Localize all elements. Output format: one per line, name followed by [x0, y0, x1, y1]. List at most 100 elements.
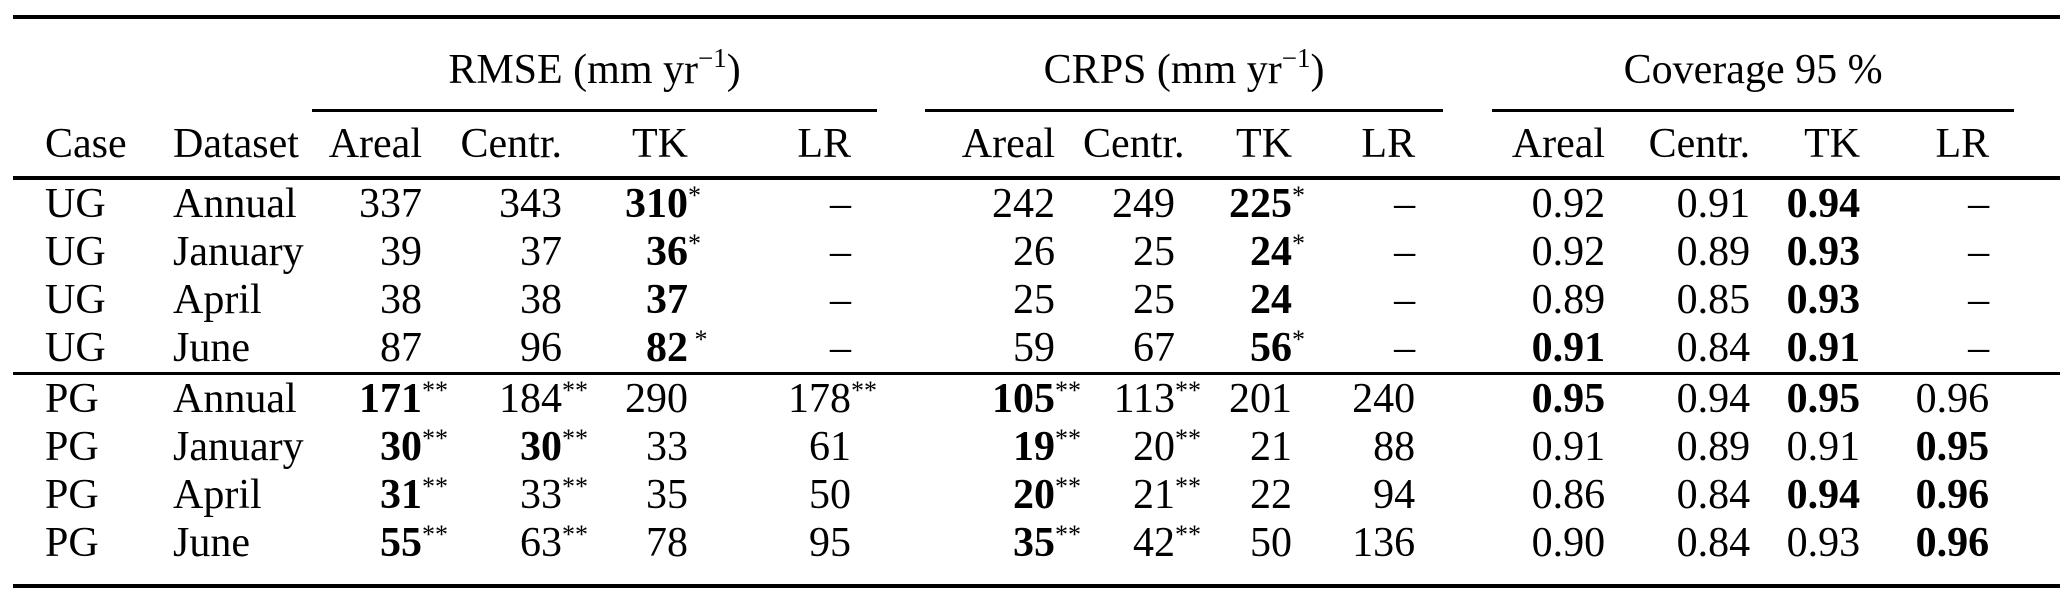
- cell-value: –: [1968, 229, 1990, 275]
- cell-value: 21: [1133, 472, 1176, 518]
- cell-coverage-tk: 0.94: [1778, 178, 1888, 228]
- cell-coverage-lr: 0.96: [1888, 519, 2017, 567]
- cell-value: 33: [520, 472, 562, 518]
- case-cell: PG: [45, 472, 99, 518]
- cell-rmse-areal: 38: [300, 276, 450, 324]
- right-filler: [2017, 17, 2060, 112]
- cell-crps-centr: 113**: [1113, 376, 1202, 422]
- cell-crps-lr: 94: [1320, 471, 1443, 519]
- cell-crps-lr: 136: [1320, 519, 1443, 567]
- cell-value: 0.93: [1786, 229, 1861, 275]
- cell-value: –: [1968, 181, 1990, 227]
- col-header-rmse-centr: Centr.: [450, 112, 590, 180]
- cell-rmse-lr: –: [716, 178, 879, 228]
- right-filler: [2017, 276, 2060, 324]
- case-cell: UG: [45, 181, 106, 227]
- cell-value: –: [1394, 325, 1416, 371]
- cell-coverage-centr: 0.85: [1633, 276, 1778, 324]
- cell-coverage-centr: 0.84: [1633, 519, 1778, 567]
- cell-rmse-lr: –: [716, 324, 880, 375]
- cell-value: 56: [1250, 325, 1293, 371]
- cell-rmse-lr: 50: [716, 471, 879, 519]
- cell-rmse-centr: 33**: [520, 472, 588, 518]
- col-header-coverage-lr: LR: [1888, 112, 2018, 180]
- cell-coverage-tk: 0.93: [1778, 276, 1888, 324]
- cell-value: –: [830, 181, 852, 227]
- cell-value: 0.84: [1676, 325, 1751, 371]
- cell-crps-areal: 19**: [1013, 424, 1082, 470]
- cell-crps-centr: 25: [1083, 228, 1203, 276]
- cell-value: 310: [625, 181, 688, 227]
- dataset-cell: January: [173, 424, 304, 470]
- cell-value: 343: [499, 181, 562, 227]
- cell-value: –: [1394, 277, 1416, 323]
- cell-coverage-centr: 0.84: [1633, 324, 1779, 375]
- cell-value: 25: [1013, 277, 1056, 323]
- right-filler: [2017, 423, 2060, 471]
- right-filler: [2017, 112, 2061, 180]
- cell-value: 36: [646, 229, 688, 275]
- cell-coverage-lr: 0.96: [1888, 471, 2017, 519]
- col-header-coverage-areal: Areal: [1443, 112, 1634, 180]
- cell-value: 0.96: [1915, 520, 1990, 566]
- cell-value: 50: [1250, 520, 1293, 566]
- cell-rmse-areal: 87: [300, 324, 450, 375]
- cell-crps-centr: 20**: [1133, 424, 1202, 470]
- cell-value: 0.91: [1676, 181, 1751, 227]
- cell-coverage-areal: 0.89: [1443, 276, 1633, 324]
- cell-value: 55: [380, 520, 422, 566]
- cell-value: –: [1394, 181, 1416, 227]
- cell-rmse-areal: 171**: [359, 376, 448, 422]
- cell-value: 94: [1373, 472, 1416, 518]
- cell-coverage-lr: –: [1888, 276, 2017, 324]
- results-table: RMSE (mm yr−1) CRPS (mm yr−1) Coverage 9…: [13, 15, 2061, 588]
- cell-crps-areal: 242: [879, 178, 1083, 228]
- cell-value: 37: [520, 229, 562, 275]
- cell-value: 21: [1250, 424, 1293, 470]
- cell-value: 0.90: [1531, 520, 1606, 566]
- cell-rmse-lr: 95: [716, 519, 879, 567]
- right-filler: [2017, 519, 2060, 567]
- right-filler: [2017, 374, 2060, 424]
- cell-rmse-centr: 38: [450, 276, 590, 324]
- right-filler: [2017, 178, 2060, 228]
- cell-value: 337: [359, 181, 422, 227]
- cell-rmse-areal: 55**: [380, 520, 448, 566]
- cell-value: 67: [1133, 325, 1176, 371]
- cell-value: 113: [1113, 376, 1176, 422]
- cell-rmse-areal: 31**: [380, 472, 448, 518]
- cell-value: 25: [1133, 277, 1176, 323]
- cell-value: 0.89: [1676, 229, 1751, 275]
- cell-rmse-lr: –: [716, 228, 879, 276]
- cell-value: 0.84: [1676, 520, 1751, 566]
- table-row-ug-annual: UG Annual 337 343 310* – 242 249 225* – 0.92 0.91 0.…: [13, 178, 2060, 228]
- dataset-cell: June: [143, 324, 300, 375]
- cell-value: 0.94: [1786, 472, 1861, 518]
- cell-value: 0.96: [1915, 472, 1990, 518]
- cell-value: 61: [809, 424, 852, 470]
- cell-crps-centr: 249: [1083, 178, 1203, 228]
- cell-coverage-areal: 0.92: [1443, 228, 1633, 276]
- case-cell: UG: [45, 229, 106, 275]
- cell-coverage-areal: 0.95: [1443, 374, 1633, 424]
- cell-rmse-tk: 290: [590, 374, 716, 424]
- group-header-coverage: Coverage 95 %: [1443, 17, 2017, 112]
- cell-crps-tk: 21: [1203, 423, 1320, 471]
- cell-value: –: [1394, 229, 1416, 275]
- cell-value: 50: [809, 472, 852, 518]
- cell-value: 87: [380, 325, 422, 371]
- cell-rmse-centr: 184**: [499, 376, 588, 422]
- cell-value: 171: [359, 376, 422, 422]
- case-cell: PG: [45, 376, 99, 422]
- col-header-coverage-centr: Centr.: [1633, 112, 1779, 180]
- case-cell: PG: [45, 520, 99, 566]
- cell-value: 0.91: [1531, 424, 1606, 470]
- crps-group-label: CRPS (mm yr−1): [1043, 43, 1325, 93]
- cell-coverage-centr: 0.89: [1633, 423, 1778, 471]
- table-row-ug-january: UG January 39 37 36* – 26 25 24* – 0.92 0.89 0.93 –: [13, 228, 2060, 276]
- crps-group-rule: CRPS (mm yr−1): [925, 43, 1444, 112]
- right-filler: [2017, 471, 2060, 519]
- cell-value: 24: [1250, 229, 1293, 275]
- cell-value: –: [1968, 277, 1990, 323]
- case-cell: UG: [13, 324, 143, 375]
